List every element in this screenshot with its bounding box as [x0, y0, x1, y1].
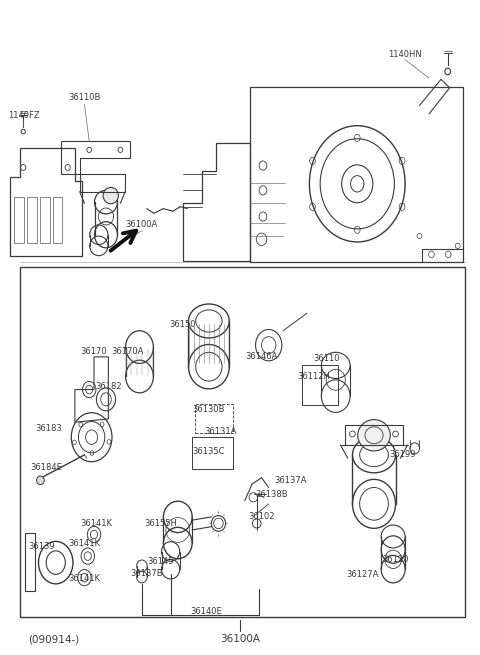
- Text: 36120: 36120: [382, 555, 409, 564]
- Text: 36141K: 36141K: [69, 538, 100, 548]
- Text: (090914-): (090914-): [28, 634, 80, 644]
- Text: 36102: 36102: [248, 512, 275, 521]
- Text: 36127A: 36127A: [346, 570, 378, 579]
- Text: 36100A: 36100A: [220, 634, 260, 644]
- Bar: [20, 267, 465, 617]
- Text: 1140FZ: 1140FZ: [8, 111, 39, 120]
- Ellipse shape: [103, 187, 119, 204]
- Text: 36182: 36182: [95, 382, 122, 391]
- Text: 36141K: 36141K: [69, 574, 100, 584]
- Bar: [194, 404, 233, 434]
- Text: 36110B: 36110B: [68, 93, 101, 102]
- Bar: [302, 365, 338, 405]
- Bar: [40, 197, 49, 242]
- Bar: [53, 197, 62, 242]
- Text: 1140HN: 1140HN: [388, 50, 422, 59]
- Ellipse shape: [358, 420, 390, 451]
- Ellipse shape: [36, 476, 44, 485]
- Text: 36110: 36110: [313, 354, 339, 364]
- Text: 36199: 36199: [389, 451, 416, 459]
- Text: 36184E: 36184E: [30, 464, 62, 472]
- Text: 36112H: 36112H: [298, 372, 331, 381]
- Text: 36146A: 36146A: [245, 352, 278, 362]
- Text: 36150: 36150: [169, 320, 196, 329]
- Text: 36145: 36145: [148, 557, 174, 566]
- Text: 36137A: 36137A: [274, 476, 307, 485]
- Text: 36130B: 36130B: [192, 405, 225, 414]
- Text: 36170: 36170: [81, 347, 108, 356]
- Text: 36140E: 36140E: [191, 607, 222, 616]
- Text: 36155H: 36155H: [144, 519, 178, 528]
- Text: 36141K: 36141K: [81, 519, 112, 528]
- Text: 36170A: 36170A: [111, 347, 144, 356]
- Text: 36183: 36183: [35, 424, 62, 433]
- Text: 36139: 36139: [28, 542, 55, 551]
- Text: 36137B: 36137B: [131, 569, 163, 578]
- Text: 36138B: 36138B: [255, 489, 288, 498]
- Bar: [192, 438, 233, 468]
- Text: 36131A: 36131A: [204, 428, 237, 436]
- Text: 36135C: 36135C: [192, 447, 225, 456]
- Bar: [27, 197, 36, 242]
- Text: 36100A: 36100A: [126, 220, 158, 229]
- Bar: [14, 197, 24, 242]
- Bar: [250, 87, 463, 262]
